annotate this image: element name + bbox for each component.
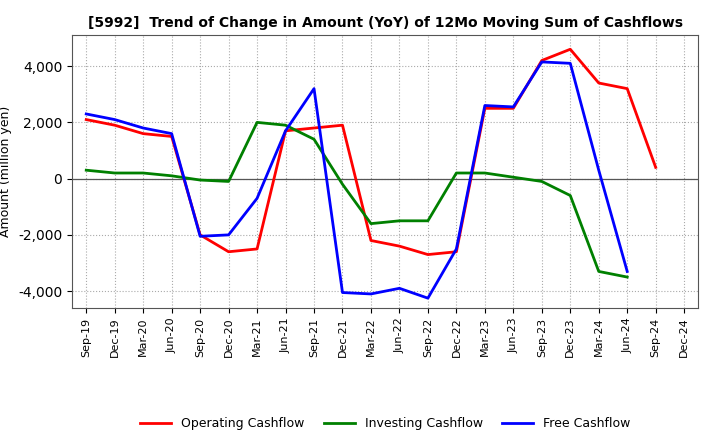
Investing Cashflow	[509, 175, 518, 180]
Free Cashflow	[395, 286, 404, 291]
Operating Cashflow	[282, 128, 290, 133]
Operating Cashflow	[452, 249, 461, 254]
Free Cashflow	[110, 117, 119, 122]
Line: Investing Cashflow: Investing Cashflow	[86, 122, 627, 277]
Operating Cashflow	[196, 232, 204, 238]
Investing Cashflow	[566, 193, 575, 198]
Investing Cashflow	[253, 120, 261, 125]
Free Cashflow	[253, 196, 261, 201]
Free Cashflow	[167, 131, 176, 136]
Investing Cashflow	[282, 123, 290, 128]
Operating Cashflow	[423, 252, 432, 257]
Line: Operating Cashflow: Operating Cashflow	[86, 49, 656, 255]
Legend: Operating Cashflow, Investing Cashflow, Free Cashflow: Operating Cashflow, Investing Cashflow, …	[135, 412, 635, 436]
Operating Cashflow	[366, 238, 375, 243]
Investing Cashflow	[452, 170, 461, 176]
Free Cashflow	[338, 290, 347, 295]
Free Cashflow	[623, 269, 631, 274]
Free Cashflow	[566, 61, 575, 66]
Y-axis label: Amount (million yen): Amount (million yen)	[0, 106, 12, 237]
Operating Cashflow	[623, 86, 631, 91]
Title: [5992]  Trend of Change in Amount (YoY) of 12Mo Moving Sum of Cashflows: [5992] Trend of Change in Amount (YoY) o…	[88, 16, 683, 30]
Free Cashflow	[452, 246, 461, 252]
Line: Free Cashflow: Free Cashflow	[86, 62, 627, 298]
Operating Cashflow	[395, 243, 404, 249]
Investing Cashflow	[196, 177, 204, 183]
Investing Cashflow	[110, 170, 119, 176]
Operating Cashflow	[338, 123, 347, 128]
Investing Cashflow	[423, 218, 432, 224]
Free Cashflow	[82, 111, 91, 117]
Investing Cashflow	[167, 173, 176, 179]
Free Cashflow	[595, 168, 603, 173]
Operating Cashflow	[225, 249, 233, 254]
Operating Cashflow	[566, 47, 575, 52]
Investing Cashflow	[595, 269, 603, 274]
Operating Cashflow	[82, 117, 91, 122]
Operating Cashflow	[310, 125, 318, 131]
Investing Cashflow	[310, 136, 318, 142]
Operating Cashflow	[509, 106, 518, 111]
Free Cashflow	[509, 104, 518, 110]
Operating Cashflow	[110, 123, 119, 128]
Operating Cashflow	[167, 134, 176, 139]
Free Cashflow	[366, 291, 375, 297]
Investing Cashflow	[480, 170, 489, 176]
Free Cashflow	[225, 232, 233, 238]
Investing Cashflow	[537, 179, 546, 184]
Free Cashflow	[310, 86, 318, 91]
Free Cashflow	[282, 128, 290, 133]
Free Cashflow	[196, 234, 204, 239]
Investing Cashflow	[225, 179, 233, 184]
Free Cashflow	[480, 103, 489, 108]
Free Cashflow	[423, 296, 432, 301]
Operating Cashflow	[537, 58, 546, 63]
Investing Cashflow	[338, 182, 347, 187]
Investing Cashflow	[366, 221, 375, 226]
Operating Cashflow	[595, 81, 603, 86]
Investing Cashflow	[139, 170, 148, 176]
Operating Cashflow	[652, 165, 660, 170]
Free Cashflow	[537, 59, 546, 65]
Operating Cashflow	[253, 246, 261, 252]
Operating Cashflow	[480, 106, 489, 111]
Investing Cashflow	[82, 168, 91, 173]
Investing Cashflow	[395, 218, 404, 224]
Operating Cashflow	[139, 131, 148, 136]
Free Cashflow	[139, 125, 148, 131]
Investing Cashflow	[623, 275, 631, 280]
